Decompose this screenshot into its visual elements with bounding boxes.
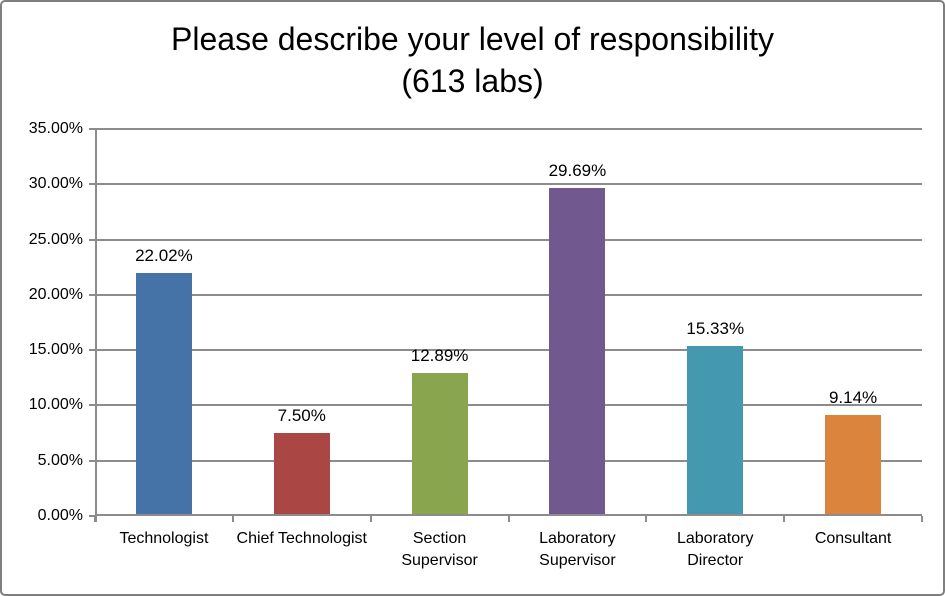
- gridline: [95, 404, 922, 407]
- data-label-technologist: 22.02%: [135, 245, 193, 265]
- y-tick-label: 10.00%: [28, 396, 83, 414]
- bar-chief-technologist: [273, 433, 330, 514]
- y-tick-label: 5.00%: [37, 451, 83, 469]
- x-tick-mark: [921, 516, 923, 522]
- x-category-label-consultant: Consultant: [814, 530, 892, 547]
- gridline: [95, 183, 922, 186]
- y-axis: [95, 129, 97, 522]
- y-tick-mark: [89, 459, 95, 462]
- bar-laboratory-supervisor: [549, 187, 606, 514]
- gridline: [95, 128, 922, 130]
- data-label-section-supervisor: 12.89%: [410, 346, 469, 366]
- x-tick-mark: [645, 516, 648, 522]
- gridline: [95, 459, 922, 462]
- x-axis: [95, 514, 922, 516]
- gridline: [95, 238, 922, 241]
- y-tick-label: 20.00%: [28, 285, 83, 303]
- x-tick-mark: [507, 516, 510, 522]
- x-category-label-technologist: Technologist: [119, 530, 209, 547]
- x-tick-mark: [369, 516, 372, 522]
- y-tick-mark: [89, 238, 95, 241]
- y-tick-mark: [89, 183, 95, 186]
- bar-technologist: [135, 272, 192, 514]
- data-label-laboratory-director: 15.33%: [686, 319, 745, 339]
- y-tick-label: 35.00%: [28, 120, 83, 137]
- x-category-label-laboratory-supervisor: Laboratory Supervisor: [539, 530, 616, 569]
- y-tick-mark: [89, 293, 95, 296]
- y-tick-mark: [89, 515, 95, 517]
- y-tick-mark: [89, 128, 95, 130]
- chart-title-block: Please describe your level of responsibi…: [2, 18, 943, 102]
- data-label-laboratory-supervisor: 29.69%: [548, 160, 607, 180]
- x-category-label-chief-technologist: Chief Technologist: [236, 530, 367, 547]
- y-tick-label: 25.00%: [28, 230, 83, 248]
- y-tick-mark: [89, 404, 95, 407]
- gridline: [95, 349, 922, 352]
- chart-subtitle: (613 labs): [401, 63, 544, 99]
- data-label-chief-technologist: 7.50%: [277, 406, 326, 426]
- y-tick-mark: [89, 349, 95, 352]
- chart-title: Please describe your level of responsibi…: [171, 21, 774, 57]
- x-category-label-laboratory-director: Laboratory Director: [676, 530, 754, 569]
- x-tick-mark: [231, 516, 234, 522]
- bar-consultant: [825, 414, 882, 514]
- bar-section-supervisor: [411, 373, 468, 514]
- y-tick-label: 0.00%: [37, 507, 83, 524]
- bar-laboratory-director: [687, 346, 744, 514]
- data-label-consultant: 9.14%: [828, 387, 878, 407]
- x-category-label-section-supervisor: Section Supervisor: [401, 530, 478, 569]
- y-tick-label: 15.00%: [28, 341, 83, 359]
- gridline: [95, 293, 922, 296]
- y-tick-label: 30.00%: [28, 175, 83, 193]
- x-tick-mark: [783, 516, 786, 522]
